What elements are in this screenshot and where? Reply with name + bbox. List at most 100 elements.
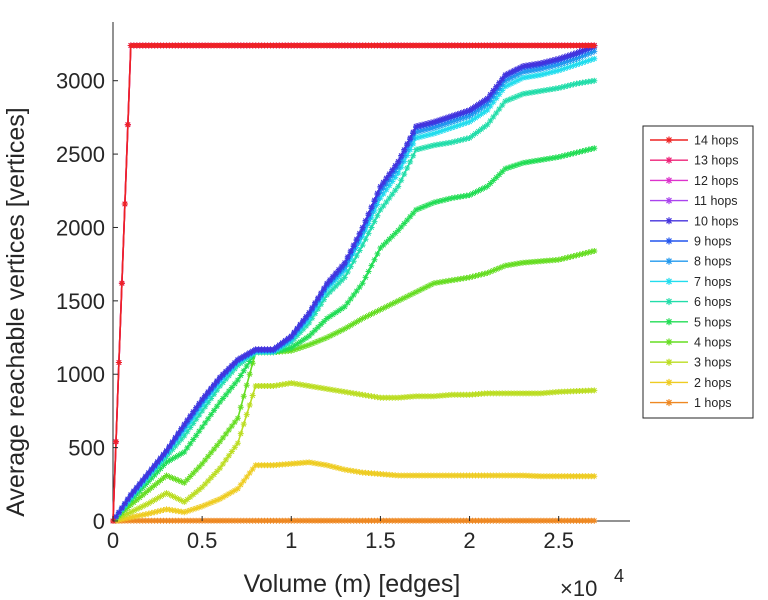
data-point	[433, 198, 440, 205]
data-point	[338, 263, 345, 270]
data-point	[508, 68, 515, 75]
data-point	[439, 197, 446, 204]
data-point	[368, 224, 375, 231]
data-point	[365, 215, 372, 222]
data-point	[213, 387, 220, 394]
y-tick-label: 3000	[56, 69, 105, 94]
legend-label: 12 hops	[694, 174, 738, 188]
data-point	[389, 178, 396, 185]
data-point	[460, 109, 467, 116]
data-point	[457, 121, 464, 128]
data-point	[124, 510, 131, 517]
data-point	[338, 305, 345, 312]
data-point	[154, 468, 161, 475]
data-point	[211, 498, 218, 505]
legend-item: 3 hops	[650, 356, 732, 370]
data-point	[184, 428, 191, 435]
data-point	[172, 476, 179, 483]
data-point	[216, 465, 223, 472]
data-point	[344, 299, 351, 306]
x-exponent-base: ×10	[560, 576, 597, 600]
data-point	[237, 354, 244, 361]
data-point	[558, 66, 565, 73]
data-point	[377, 306, 384, 313]
data-point	[237, 404, 244, 411]
data-point	[190, 420, 197, 427]
data-point	[234, 415, 241, 422]
data-point	[118, 513, 125, 520]
data-point	[362, 236, 369, 243]
data-point	[401, 146, 408, 153]
data-point	[392, 162, 399, 169]
data-point	[389, 233, 396, 240]
data-point	[228, 384, 235, 391]
data-point	[460, 114, 467, 121]
data-point	[380, 190, 387, 197]
legend-label: 7 hops	[694, 275, 732, 289]
data-point	[222, 456, 229, 463]
y-tick-label: 500	[68, 436, 105, 461]
data-point	[493, 83, 500, 90]
data-point	[332, 283, 339, 290]
data-point	[193, 467, 200, 474]
data-point	[356, 317, 363, 324]
data-point	[419, 204, 426, 211]
data-point	[395, 227, 402, 234]
data-point	[341, 259, 348, 266]
data-point	[419, 127, 426, 134]
data-point	[326, 289, 333, 296]
data-point	[505, 97, 512, 104]
data-point	[139, 492, 146, 499]
legend-label: 2 hops	[694, 376, 732, 390]
series-1-hops	[110, 517, 598, 524]
data-point	[160, 491, 167, 498]
data-point	[374, 195, 381, 202]
data-point	[303, 335, 310, 342]
x-tick-label: 0	[107, 528, 119, 553]
data-point	[478, 105, 485, 112]
data-point	[240, 477, 247, 484]
data-point	[567, 63, 574, 70]
data-point	[436, 198, 443, 205]
data-point	[193, 489, 200, 496]
data-point	[202, 403, 209, 410]
data-point	[163, 447, 170, 454]
data-point	[208, 411, 215, 418]
data-point	[127, 491, 134, 498]
data-point	[323, 280, 330, 287]
data-point	[142, 473, 149, 480]
data-point	[502, 165, 509, 172]
data-point	[558, 60, 565, 67]
data-point	[457, 109, 464, 116]
data-point	[445, 119, 452, 126]
data-point	[237, 372, 244, 379]
data-point	[469, 273, 476, 280]
data-point	[270, 346, 277, 353]
legend-item: 6 hops	[650, 295, 732, 309]
legend-marker	[665, 257, 673, 265]
data-point	[475, 101, 482, 108]
data-point	[427, 119, 434, 126]
data-point	[466, 274, 473, 281]
data-point	[320, 296, 327, 303]
data-point	[410, 152, 417, 159]
data-point	[413, 206, 420, 213]
data-point	[430, 118, 437, 125]
legend-marker	[665, 358, 673, 366]
data-point	[127, 501, 134, 508]
data-point	[166, 473, 173, 480]
data-point	[329, 311, 336, 318]
data-point	[511, 73, 518, 80]
data-point	[219, 379, 226, 386]
data-point	[145, 510, 152, 517]
data-point	[579, 53, 586, 60]
data-point	[573, 49, 580, 56]
data-point	[285, 345, 292, 352]
data-point	[389, 166, 396, 173]
data-point	[451, 111, 458, 118]
data-point	[552, 56, 559, 63]
legend-box	[642, 125, 754, 419]
data-point	[380, 242, 387, 249]
data-point	[160, 462, 167, 469]
